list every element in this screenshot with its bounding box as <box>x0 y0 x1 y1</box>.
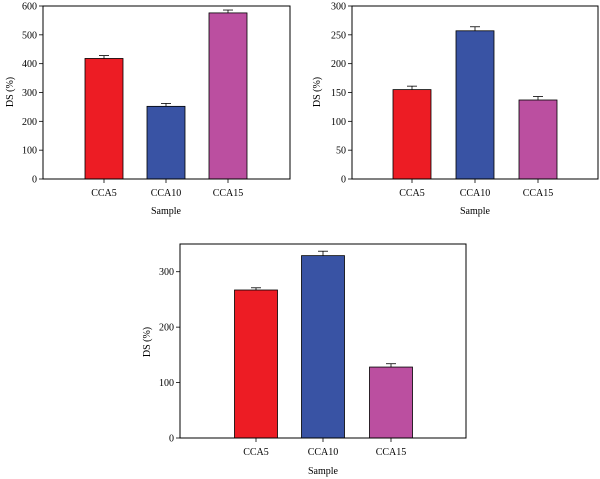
chart-1-ytick-0: 0 <box>32 175 37 186</box>
chart-3-xtick-cca15: CCA15 <box>376 447 407 458</box>
chart-2-ytick-150: 150 <box>331 88 346 99</box>
chart-2-ytick-100: 100 <box>331 117 346 128</box>
chart-2-xtick-cca10: CCA10 <box>460 188 491 199</box>
chart-1-bar-cca15 <box>208 12 248 180</box>
chart-panel-2: DS (%) Sample <box>312 77 491 217</box>
chart-3-ytick-300: 300 <box>159 267 174 278</box>
chart-1-xtick-cca10: CCA10 <box>151 188 182 199</box>
chart-1-ytick-600: 600 <box>22 2 37 13</box>
chart-panel-3: DS (%) Sample <box>142 327 339 477</box>
chart-1-bar-cca5 <box>84 58 124 180</box>
chart-2-ytick-250: 250 <box>331 30 346 41</box>
chart-3-xtick-cca5: CCA5 <box>243 447 269 458</box>
chart-1-frame <box>42 5 291 180</box>
chart-1-error-bar-cca15 <box>223 9 233 13</box>
chart-2-error-bar-cca10 <box>470 26 480 31</box>
chart-2-frame <box>351 5 599 180</box>
chart-2-bar-cca10 <box>455 30 495 180</box>
chart-2-error-bar-cca5 <box>407 85 417 90</box>
chart-3-ytick-100: 100 <box>159 378 174 389</box>
chart-2-xtick-cca5: CCA5 <box>399 188 425 199</box>
chart-1-error-bar-cca5 <box>99 55 109 59</box>
chart-2-xlabel: Sample <box>460 206 491 217</box>
chart-2-bar-cca15 <box>518 99 558 180</box>
chart-3-xlabel: Sample <box>308 466 339 477</box>
chart-1-ytick-200: 200 <box>22 117 37 128</box>
chart-3-xtick-cca10: CCA10 <box>308 447 339 458</box>
chart-3-bar-cca15 <box>369 366 413 439</box>
chart-2-ytick-50: 50 <box>336 146 346 157</box>
chart-2-ytick-200: 200 <box>331 59 346 70</box>
chart-1-ytick-400: 400 <box>22 59 37 70</box>
chart-2-error-bar-cca15 <box>533 96 543 100</box>
chart-3-frame <box>179 243 467 439</box>
chart-panel-1: DS (%) Sample <box>5 77 182 217</box>
chart-1-bar-cca10 <box>146 105 186 180</box>
chart-2-ytick-300: 300 <box>331 2 346 13</box>
chart-1-xtick-cca5: CCA5 <box>91 188 117 199</box>
chart-1-plot: CCA5 CCA10 CCA15 0 100 200 300 400 500 600 <box>22 2 291 199</box>
chart-3-ytick-200: 200 <box>159 323 174 334</box>
chart-1-ytick-300: 300 <box>22 88 37 99</box>
chart-1-xlabel: Sample <box>151 206 182 217</box>
chart-2-bar-cca5 <box>392 89 432 180</box>
chart-3-error-bar-cca10 <box>318 250 328 256</box>
chart-2-plot: CCA5 CCA10 CCA15 0 50 100 150 200 250 300 <box>331 2 599 199</box>
chart-1-error-bar-cca10 <box>161 103 171 107</box>
chart-1-ylabel: DS (%) <box>5 77 16 107</box>
chart-3-ylabel: DS (%) <box>142 327 153 357</box>
chart-3-error-bar-cca5 <box>251 287 261 291</box>
chart-2-ylabel: DS (%) <box>312 77 323 107</box>
chart-1-ytick-500: 500 <box>22 30 37 41</box>
chart-1-ytick-100: 100 <box>22 146 37 157</box>
chart-1-xtick-cca15: CCA15 <box>213 188 244 199</box>
chart-3-bar-cca5 <box>234 289 278 439</box>
chart-3-error-bar-cca15 <box>386 363 396 368</box>
chart-3-bar-cca10 <box>301 255 345 439</box>
chart-2-ytick-0: 0 <box>341 175 346 186</box>
chart-3-plot: CCA5 CCA10 CCA15 0 100 200 300 <box>159 243 467 458</box>
chart-3-ytick-0: 0 <box>169 434 174 445</box>
chart-2-xtick-cca15: CCA15 <box>523 188 554 199</box>
